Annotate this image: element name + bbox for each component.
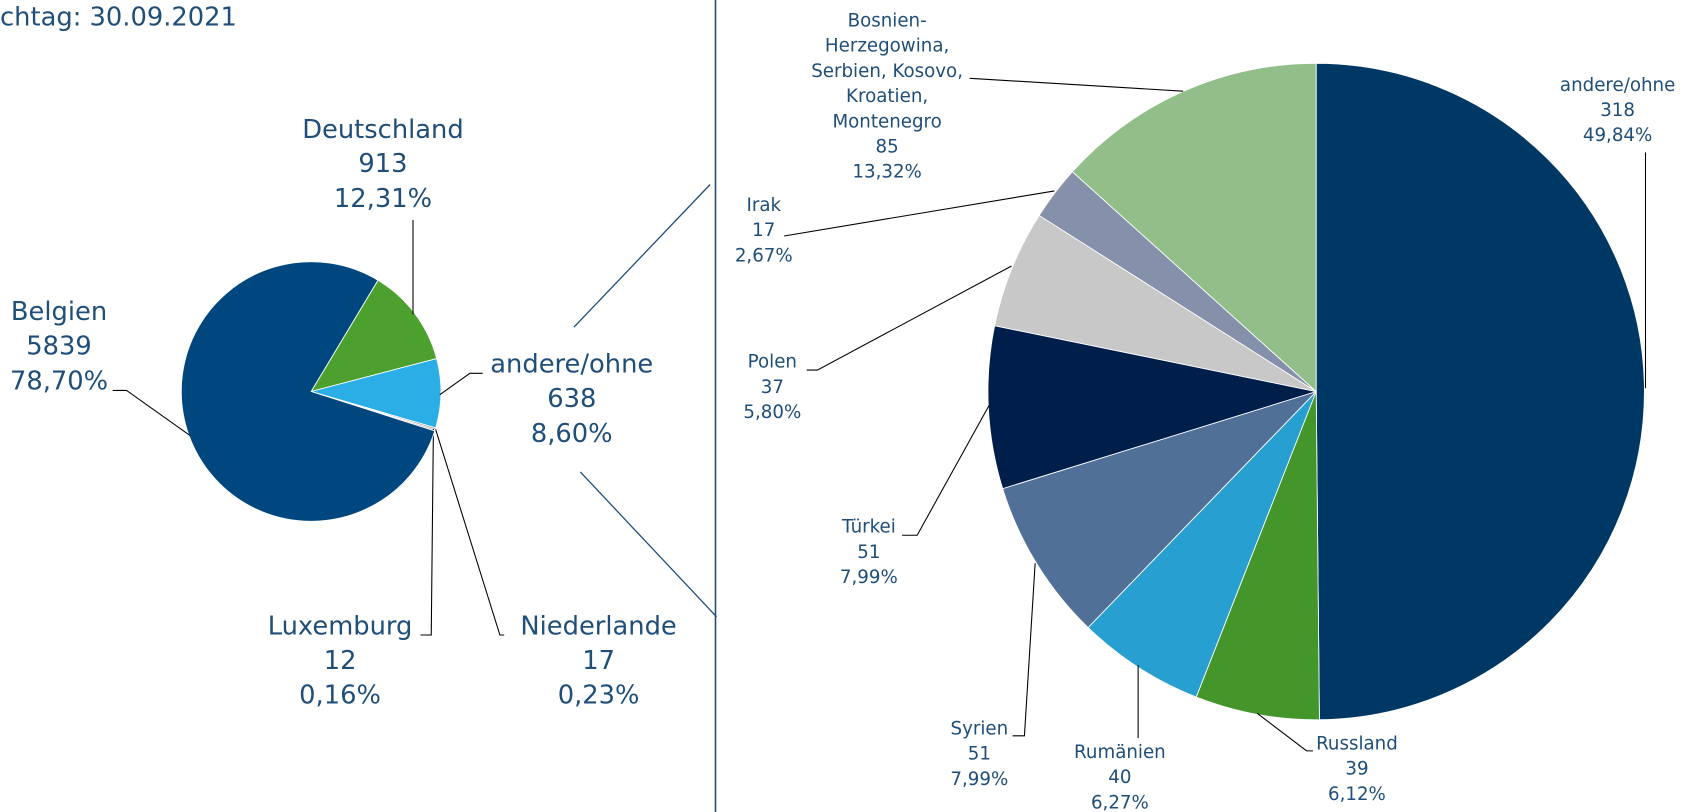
slice-label: Belgien [11, 297, 107, 327]
label-line: Bosnien- [848, 10, 927, 31]
slice-label: Deutschland [302, 114, 463, 144]
connector-line [579, 471, 718, 618]
label-line: andere/ohne [490, 349, 653, 379]
slice-value: 37 [761, 377, 784, 398]
label-line: Kroatien, [846, 86, 928, 107]
label-line: Polen [748, 352, 797, 373]
leader-line [806, 265, 1012, 371]
label-line: Syrien [951, 718, 1009, 739]
slice-label: Bosnien- Herzegowina, Serbien, Kosovo, Kroa… [811, 10, 963, 132]
slice-percentage: 7,99% [950, 769, 1008, 790]
pie-slice [987, 325, 1317, 490]
slice-label: Irak [746, 195, 781, 216]
slice-percentage: 78,70% [10, 366, 108, 396]
pie-slice [1087, 391, 1317, 698]
slice-percentage: 5,80% [743, 402, 801, 423]
slice-percentage: 0,23% [558, 681, 640, 711]
slice-percentage: 0,16% [299, 681, 381, 711]
slice-percentage: 8,60% [531, 419, 613, 449]
slice-label: Türkei [841, 517, 896, 538]
slice-label: Luxemburg [268, 611, 413, 641]
slice-value: 5839 [26, 332, 92, 362]
slice-value: 17 [752, 220, 775, 241]
slice-value: 17 [582, 646, 615, 676]
label-line: Luxemburg [268, 611, 413, 641]
slice-label: andere/ohne [1560, 75, 1675, 96]
leader-line [784, 190, 1055, 237]
label-line: Deutschland [302, 114, 463, 144]
leader-line [420, 429, 434, 636]
slice-percentage: 12,31% [334, 184, 432, 214]
label-line: Irak [746, 195, 781, 216]
slice-label: Rumänien [1074, 742, 1166, 763]
leader-line [969, 77, 1184, 92]
slice-label: Russland [1316, 733, 1398, 754]
slice-value: 12 [324, 646, 357, 676]
pie-slice [1071, 62, 1317, 393]
leader-line [902, 405, 990, 536]
slice-percentage: 6,27% [1091, 792, 1149, 812]
slice-value: 51 [968, 744, 991, 765]
leader-line [1256, 712, 1313, 752]
slice-label: andere/ohne [490, 349, 653, 379]
label-line: Rumänien [1074, 742, 1166, 763]
label-line: Türkei [841, 517, 896, 538]
pie-slice [180, 261, 436, 522]
chart-title: chtag: 30.09.2021 [0, 3, 237, 33]
leader-line [435, 428, 505, 636]
slice-percentage: 49,84% [1583, 125, 1652, 146]
slice-value: 318 [1600, 100, 1635, 121]
pie-slice [1195, 391, 1320, 721]
slice-value: 39 [1345, 759, 1368, 780]
connector-line [573, 184, 711, 328]
label-line: Montenegro [832, 111, 941, 132]
slice-label: Niederlande [520, 611, 676, 641]
slice-percentage: 7,99% [840, 567, 898, 588]
slice-label: Syrien [951, 718, 1009, 739]
slice-value: 85 [876, 136, 899, 157]
leader-line [112, 389, 191, 436]
slice-value: 638 [547, 384, 596, 414]
label-line: Niederlande [520, 611, 676, 641]
slice-label: Polen [748, 352, 797, 373]
leader-line [439, 372, 483, 396]
label-line: Belgien [11, 297, 107, 327]
label-line: Russland [1316, 733, 1398, 754]
pie-slice [310, 279, 438, 393]
slice-value: 913 [358, 149, 407, 179]
slice-value: 51 [857, 542, 880, 563]
slice-value: 40 [1108, 767, 1131, 788]
slice-percentage: 2,67% [735, 245, 793, 266]
pie-slice [1002, 391, 1317, 629]
slice-percentage: 6,12% [1328, 784, 1386, 805]
label-line: andere/ohne [1560, 75, 1675, 96]
label-line: Herzegowina, [825, 36, 949, 57]
leader-line [1012, 563, 1036, 737]
pie-slice [1315, 62, 1645, 721]
label-line: Serbien, Kosovo, [811, 61, 963, 82]
slice-percentage: 13,32% [852, 162, 921, 183]
